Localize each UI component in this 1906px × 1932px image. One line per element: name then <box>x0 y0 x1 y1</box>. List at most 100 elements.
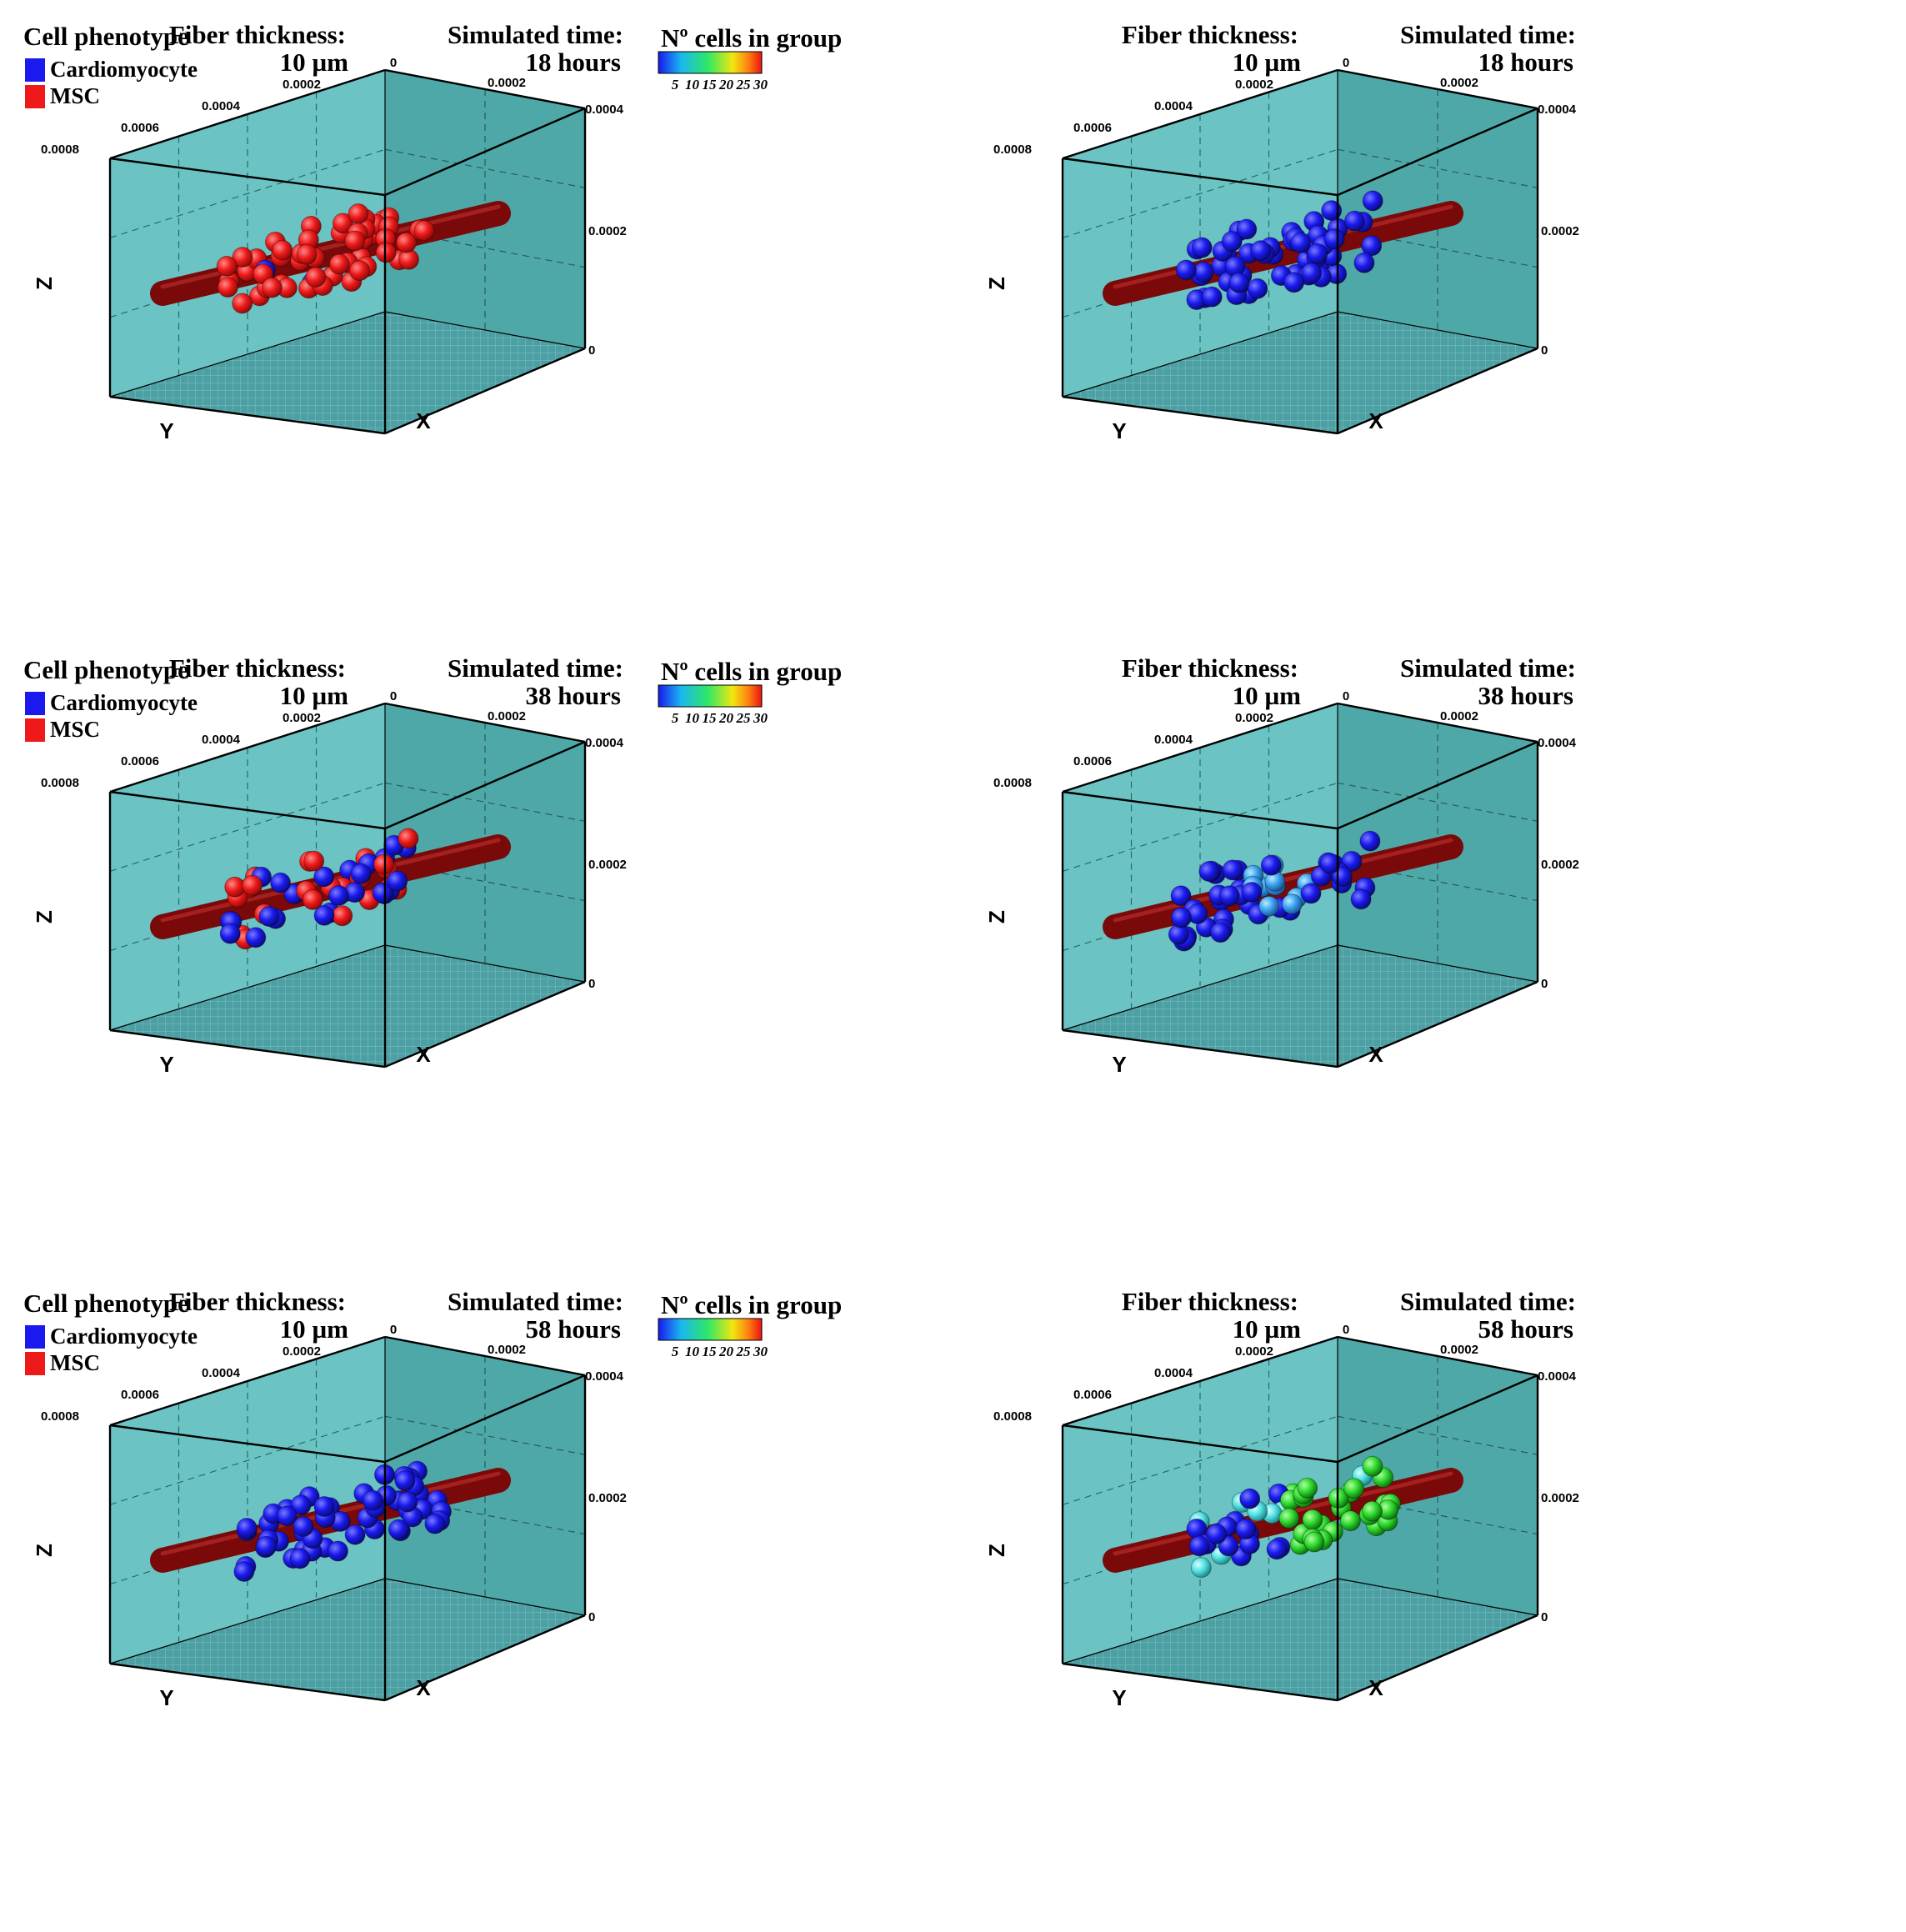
fiber-highlight <box>160 204 501 289</box>
msc-cell <box>344 230 366 252</box>
cardiomyocyte-cell <box>387 870 408 892</box>
msc-cell <box>332 213 353 234</box>
box-edge <box>1062 68 1338 160</box>
cell-group-sphere <box>1307 243 1328 264</box>
colorbar-title: Nº cells in group <box>661 657 842 686</box>
grid-line <box>384 862 586 902</box>
grid-line <box>384 148 586 188</box>
box-edge <box>1337 740 1538 830</box>
colorbar-tick: 5 <box>672 77 679 93</box>
box-edge <box>384 68 586 110</box>
grid-line <box>1337 1495 1538 1535</box>
cell-group-sphere <box>1343 210 1365 232</box>
cardiomyocyte-cell <box>350 863 372 884</box>
cell-cluster <box>1175 190 1383 311</box>
y-axis-title: Y <box>159 418 173 443</box>
fiber-thickness-heading: Fiber thickness: <box>1122 20 1298 49</box>
cardiomyocyte-cell <box>388 1519 409 1540</box>
colorbar-gradient <box>658 684 763 708</box>
grid-line <box>384 1495 586 1535</box>
simulated-time-heading: Simulated time: <box>1400 1287 1576 1316</box>
cardiomyocyte-cell <box>397 1491 418 1513</box>
msc-cell <box>232 247 253 268</box>
grid-line <box>1337 148 1538 188</box>
y-tick-label: 0.0006 <box>1073 754 1112 768</box>
cell-group-sphere <box>1228 272 1250 293</box>
x-tick-label: 0.0004 <box>585 1369 624 1384</box>
msc-cell <box>332 905 353 927</box>
x-axis-title: X <box>416 1042 431 1067</box>
grid-line <box>109 148 386 238</box>
simulated-time-value: 18 hours <box>525 48 621 77</box>
box-edge <box>109 157 386 197</box>
y-axis-title: Y <box>159 1052 173 1077</box>
box-edge <box>1337 1374 1538 1464</box>
z-axis-title: Z <box>984 1544 1009 1557</box>
grid-line <box>384 782 586 822</box>
y-axis-title: Y <box>1112 1052 1126 1077</box>
box-edge <box>384 107 586 197</box>
colorbar-tick: 10 <box>685 710 700 726</box>
phenotype-legend-title: Cell phenotype <box>23 655 189 684</box>
panel-6: 0 0.0002 0.0004 0.0006 0.0008 0.0002 0.0004 0 0.… <box>984 1287 1579 1710</box>
floor <box>110 312 585 433</box>
colorbar-tick: 30 <box>753 710 768 726</box>
box-edge <box>384 1374 586 1464</box>
box-edge <box>109 1029 386 1069</box>
box-edge <box>384 1614 586 1702</box>
box-edge <box>1337 1335 1538 1377</box>
z-tick-label: 0 <box>1541 977 1548 991</box>
x-tick-label: 0.0002 <box>1440 76 1478 90</box>
cell-group-sphere <box>1235 1519 1257 1540</box>
z-tick-label: 0 <box>588 977 595 991</box>
cardiomyocyte-cell <box>276 1505 298 1527</box>
box-edge <box>384 347 586 435</box>
legend-swatch <box>25 58 45 82</box>
box-edge <box>1337 1578 1538 1616</box>
legend-swatch <box>25 85 45 108</box>
simulated-time-heading: Simulated time: <box>448 653 623 683</box>
x-axis-title: X <box>1368 408 1383 433</box>
cell-group-sphere <box>1303 1531 1325 1553</box>
simulated-time-value: 58 hours <box>525 1314 621 1344</box>
z-tick-label: 0 <box>588 343 595 358</box>
colorbar-title: Nº cells in group <box>661 1290 842 1319</box>
simulated-time-heading: Simulated time: <box>1400 653 1576 683</box>
msc-cell <box>242 874 263 896</box>
grid-line <box>1062 148 1338 238</box>
panel-1: 0 0.0002 0.0004 0.0006 0.0008 0.0002 0.0004 0 0.… <box>23 20 627 443</box>
x-tick-label: 0.0002 <box>1440 709 1478 723</box>
grid-line <box>109 1415 386 1505</box>
box-edge <box>384 1335 586 1377</box>
box-edge <box>1062 702 1338 793</box>
x-tick-label: 0.0004 <box>585 736 624 750</box>
cardiomyocyte-cell <box>219 923 241 944</box>
cell-group-sphere <box>1198 861 1220 883</box>
box-edge <box>109 1335 386 1427</box>
fiber-thickness-heading: Fiber thickness: <box>1122 653 1298 683</box>
colorbar-tick: 10 <box>685 1344 700 1359</box>
fiber-thickness-heading: Fiber thickness: <box>169 653 346 683</box>
y-tick-label: 0.0008 <box>993 1409 1032 1424</box>
grid-line <box>384 228 586 268</box>
box-edge <box>1062 157 1338 197</box>
box-edge <box>109 1662 386 1702</box>
x-tick-label: 0.0004 <box>1538 1369 1577 1384</box>
msc-cell <box>305 267 327 288</box>
box-edge <box>1337 311 1538 349</box>
cell-group-sphere <box>1341 850 1363 872</box>
colorbar-tick: 25 <box>736 77 752 93</box>
msc-cell <box>302 888 323 910</box>
cell-cluster <box>1186 1455 1401 1579</box>
cell-group-sphere <box>1359 830 1381 852</box>
colorbar-tick: 30 <box>753 1344 768 1359</box>
msc-cell <box>398 828 419 849</box>
y-tick-label: 0.0002 <box>1235 78 1273 92</box>
z-tick-label: 0.0002 <box>588 224 627 238</box>
box-edge <box>1337 944 1538 983</box>
floor <box>1063 945 1538 1067</box>
simulated-time-heading: Simulated time: <box>448 1287 623 1316</box>
y-tick-label: 0.0004 <box>202 733 241 747</box>
phenotype-legend-title: Cell phenotype <box>23 22 189 51</box>
